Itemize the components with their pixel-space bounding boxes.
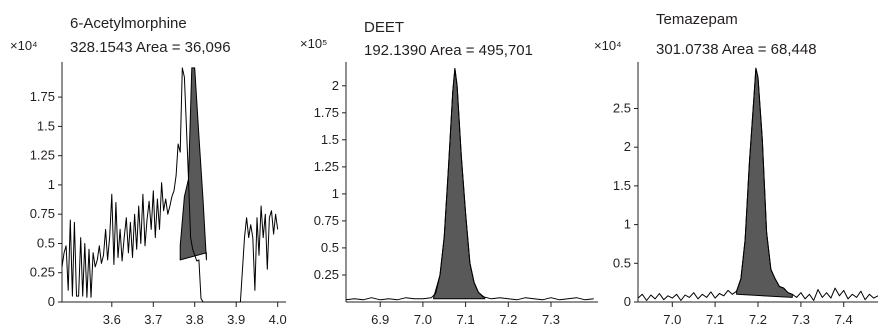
y-multiplier: ×10⁵: [300, 36, 327, 51]
x-tick-label: 7.0: [414, 312, 432, 327]
x-tick-label: 7.3: [542, 312, 560, 327]
x-tick-label: 3.6: [103, 312, 121, 327]
y-tick-label: 0: [48, 294, 55, 309]
x-tick-label: 7.2: [749, 312, 767, 327]
panel-title: 6-Acetylmorphine: [70, 15, 187, 32]
y-tick-label: 1.75: [314, 105, 339, 120]
panel-6-acetylmorphine: 6-Acetylmorphine 328.1543 Area = 36,096 …: [10, 15, 287, 327]
y-tick-label: 1.25: [30, 148, 55, 163]
x-tick-label: 7.4: [835, 312, 853, 327]
y-tick-label: 1: [624, 217, 631, 232]
y-tick-label: 2.5: [613, 101, 631, 116]
x-tick-label: 7.3: [792, 312, 810, 327]
y-tick-label: 1.25: [314, 159, 339, 174]
x-tick-label: 6.9: [371, 312, 389, 327]
x-tick-label: 3.7: [144, 312, 162, 327]
panel-deet: DEET 192.1390 Area = 495,701 ×10⁵ 0.5 1 1.…: [300, 19, 598, 327]
panel-subtitle: 301.0738 Area = 68,448: [656, 41, 817, 58]
y-tick-label: 1.5: [321, 132, 339, 147]
panel-title: DEET: [364, 19, 404, 36]
y-tick-label: 2: [332, 78, 339, 93]
y-tick-label: 2: [624, 139, 631, 154]
panel-title: Temazepam: [656, 11, 738, 28]
y-tick-label: 1.5: [37, 118, 55, 133]
y-tick-label: 0.5: [37, 236, 55, 251]
y-tick-label: 0: [624, 294, 631, 309]
plot-area: 0.5 1 1.5 2 0.25 0.75 1.25 1.75 6.9 7.0 7.1 7.2 7.3: [314, 62, 598, 327]
x-tick-label: 3.9: [227, 312, 245, 327]
x-tick-label: 3.8: [186, 312, 204, 327]
chromatogram-trace: [345, 68, 594, 301]
y-multiplier: ×10⁴: [10, 38, 38, 53]
integrated-peak-area: [179, 67, 207, 261]
y-tick-label: 0.75: [314, 213, 339, 228]
plot-area: 0 0.25 0.5 0.75 1 1.25 1.5 1.75 3.6 3.7 3.8 3.9 4.0: [30, 62, 287, 327]
y-tick-label: 1: [332, 186, 339, 201]
chromatogram-trace: [637, 67, 879, 301]
x-tick-label: 7.2: [499, 312, 517, 327]
panel-temazepam: Temazepam 301.0738 Area = 68,448 ×10⁴ 00…: [594, 11, 879, 327]
y-multiplier: ×10⁴: [594, 38, 622, 53]
x-tick-label: 4.0: [269, 312, 287, 327]
chromatogram-trace: [61, 67, 279, 303]
panel-subtitle: 192.1390 Area = 495,701: [364, 42, 533, 59]
x-tick-label: 7.1: [706, 312, 724, 327]
y-tick-label: 1.5: [613, 178, 631, 193]
y-tick-label: 0.25: [30, 265, 55, 280]
plot-area: 0 0.5 1 1.5 2 2.5 7.0 7.1 7.2 7.3 7.4: [613, 62, 879, 327]
x-tick-label: 7.0: [663, 312, 681, 327]
y-tick-label: 0.75: [30, 206, 55, 221]
y-tick-label: 1.75: [30, 89, 55, 104]
y-tick-label: 1: [48, 177, 55, 192]
y-tick-label: 0.5: [613, 255, 631, 270]
panel-subtitle: 328.1543 Area = 36,096: [70, 39, 231, 56]
y-tick-label: 0.5: [321, 240, 339, 255]
y-tick-label: 0.25: [314, 267, 339, 282]
x-tick-label: 7.1: [457, 312, 475, 327]
